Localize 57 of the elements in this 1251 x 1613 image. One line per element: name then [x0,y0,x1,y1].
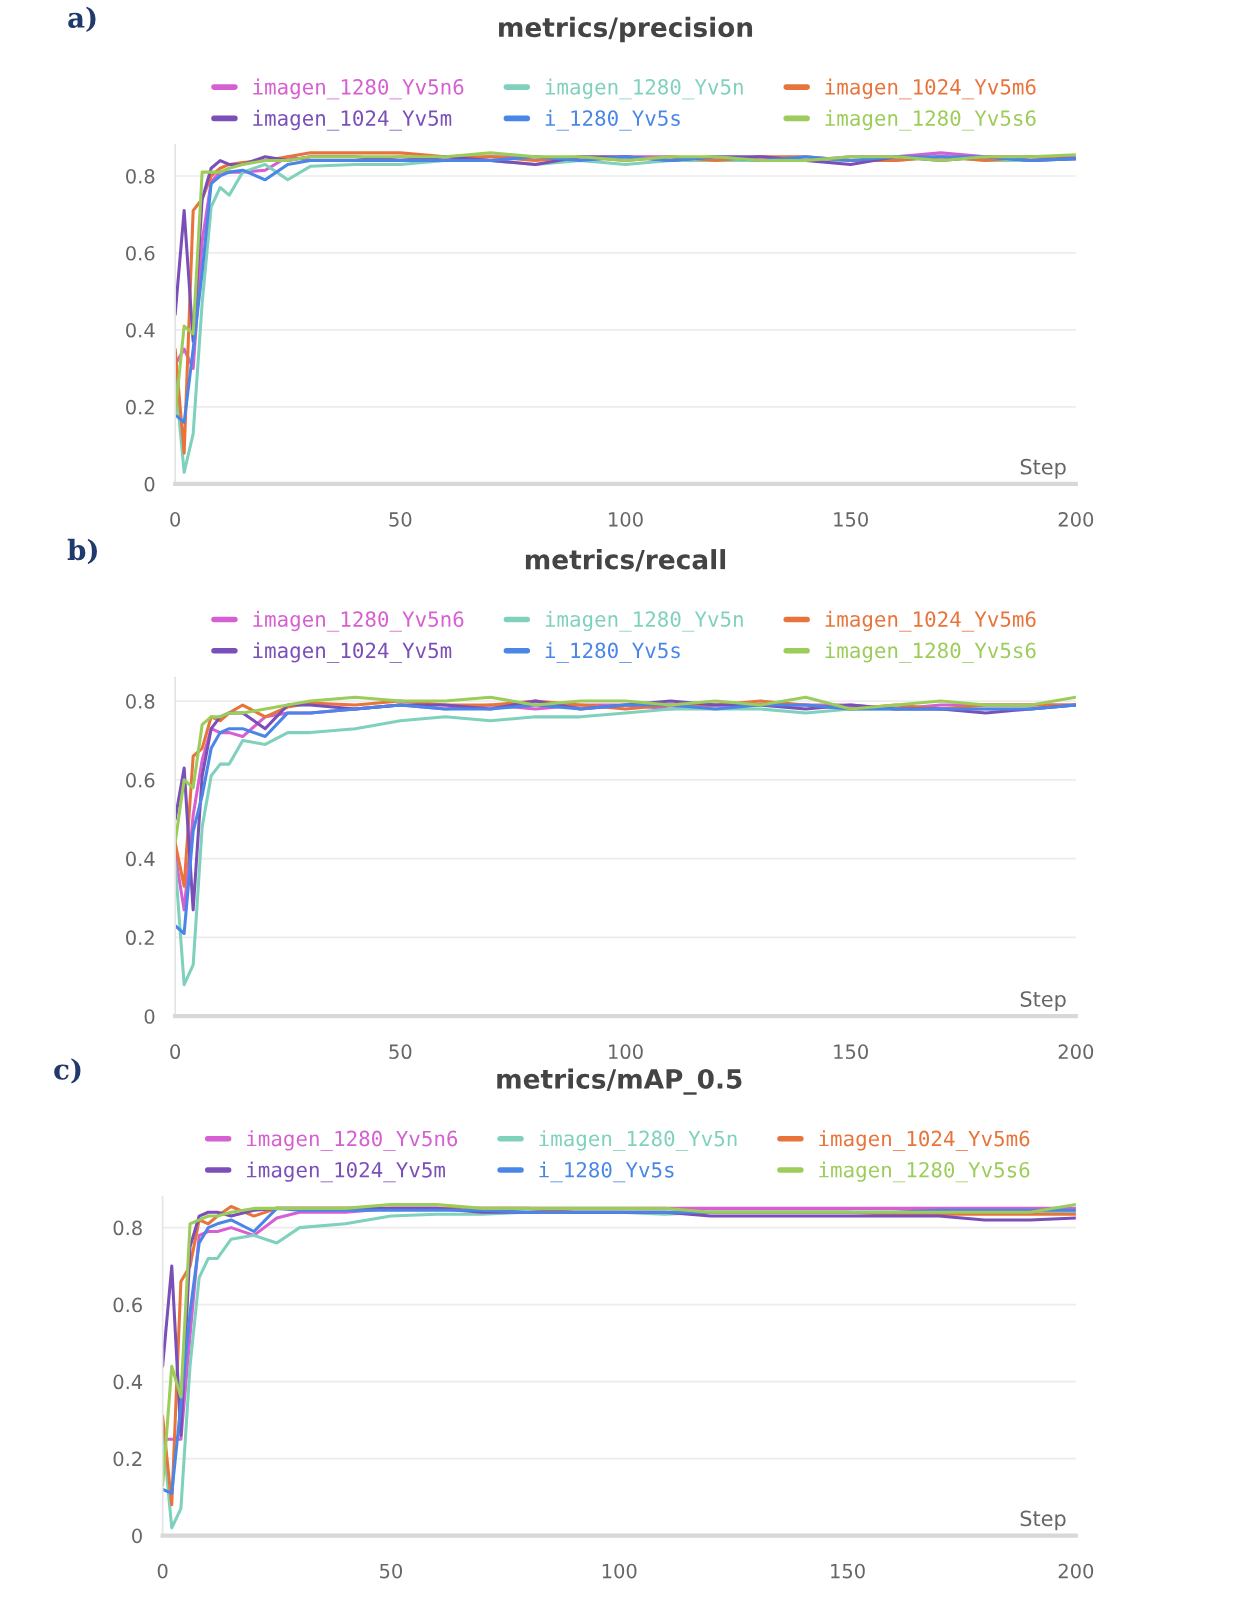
y-tick-label: 0.2 [113,1451,142,1467]
legend-label: imagen_1280_Yv5s6 [819,1161,1030,1183]
y-tick-label: 0.2 [126,399,154,415]
x-axis-title: Step [1020,991,1066,1011]
y-tick-label: 0.6 [126,772,155,788]
legend-label: imagen_1024_Yv5m [247,1161,445,1183]
y-tick-label: 0 [144,476,155,492]
y-tick-label: 0.8 [113,1220,142,1236]
x-tick-label: 50 [380,1563,403,1579]
chart-title: metrics/recall [525,549,726,572]
legend-label: imagen_1280_Yv5n [539,1130,737,1151]
y-tick-label: 0 [144,1009,155,1024]
x-tick-label: 150 [831,1563,865,1579]
legend-label: imagen_1280_Yv5s6 [825,109,1036,131]
x-tick-label: 200 [1058,1563,1094,1579]
legend-label: imagen_1280_Yv5n [545,610,743,632]
y-tick-label: 0.4 [126,851,155,867]
text: a) [68,6,96,32]
y-tick-label: 0.8 [126,694,155,709]
chart-title: metrics/precision [499,16,753,43]
y-tick-label: 0 [132,1528,142,1544]
legend-label: imagen_1280_Yv5n6 [247,1130,458,1151]
legend-label: i_1280_Yv5s [545,109,680,131]
x-tick-label: 0 [157,1563,168,1579]
x-tick-label: 0 [170,512,181,527]
legend-label: imagen_1280_Yv5n6 [253,78,464,100]
legend-label: i_1280_Yv5s [539,1161,674,1183]
legend-label: imagen_1024_Yv5m [253,109,452,131]
y-tick-label: 0.4 [126,322,155,338]
x-tick-label: 100 [609,512,643,527]
y-tick-label: 0.6 [113,1297,142,1313]
legend-label: imagen_1024_Yv5m [253,642,452,663]
legend-label: imagen_1280_Yv5s6 [825,642,1036,663]
y-tick-label: 0.4 [113,1374,143,1390]
legend-label: i_1280_Yv5s [545,642,680,663]
x-tick-label: 200 [1058,512,1094,527]
legend-label: imagen_1280_Yv5n6 [253,610,464,632]
text: c) [54,1058,81,1084]
text: b) [67,538,97,565]
y-tick-label: 0.2 [126,930,154,946]
x-tick-label: 150 [834,1044,868,1060]
x-tick-label: 50 [389,512,412,527]
x-axis-title: Step [1020,458,1066,479]
x-axis-title: Step [1020,1510,1066,1531]
x-tick-label: 200 [1058,1044,1094,1060]
y-tick-label: 0.8 [126,168,155,184]
x-tick-label: 100 [609,1044,643,1060]
legend-label: imagen_1024_Yv5m6 [825,78,1036,100]
x-tick-label: 50 [389,1044,412,1060]
x-tick-label: 150 [834,512,868,527]
chart-title: metrics/mAP_0.5 [497,1068,742,1095]
x-tick-label: 0 [170,1044,181,1060]
x-tick-label: 100 [602,1563,637,1579]
legend-label: imagen_1024_Yv5m6 [825,610,1036,632]
legend-label: imagen_1024_Yv5m6 [819,1130,1030,1151]
legend-label: imagen_1280_Yv5n [545,78,743,100]
y-tick-label: 0.6 [126,245,155,261]
